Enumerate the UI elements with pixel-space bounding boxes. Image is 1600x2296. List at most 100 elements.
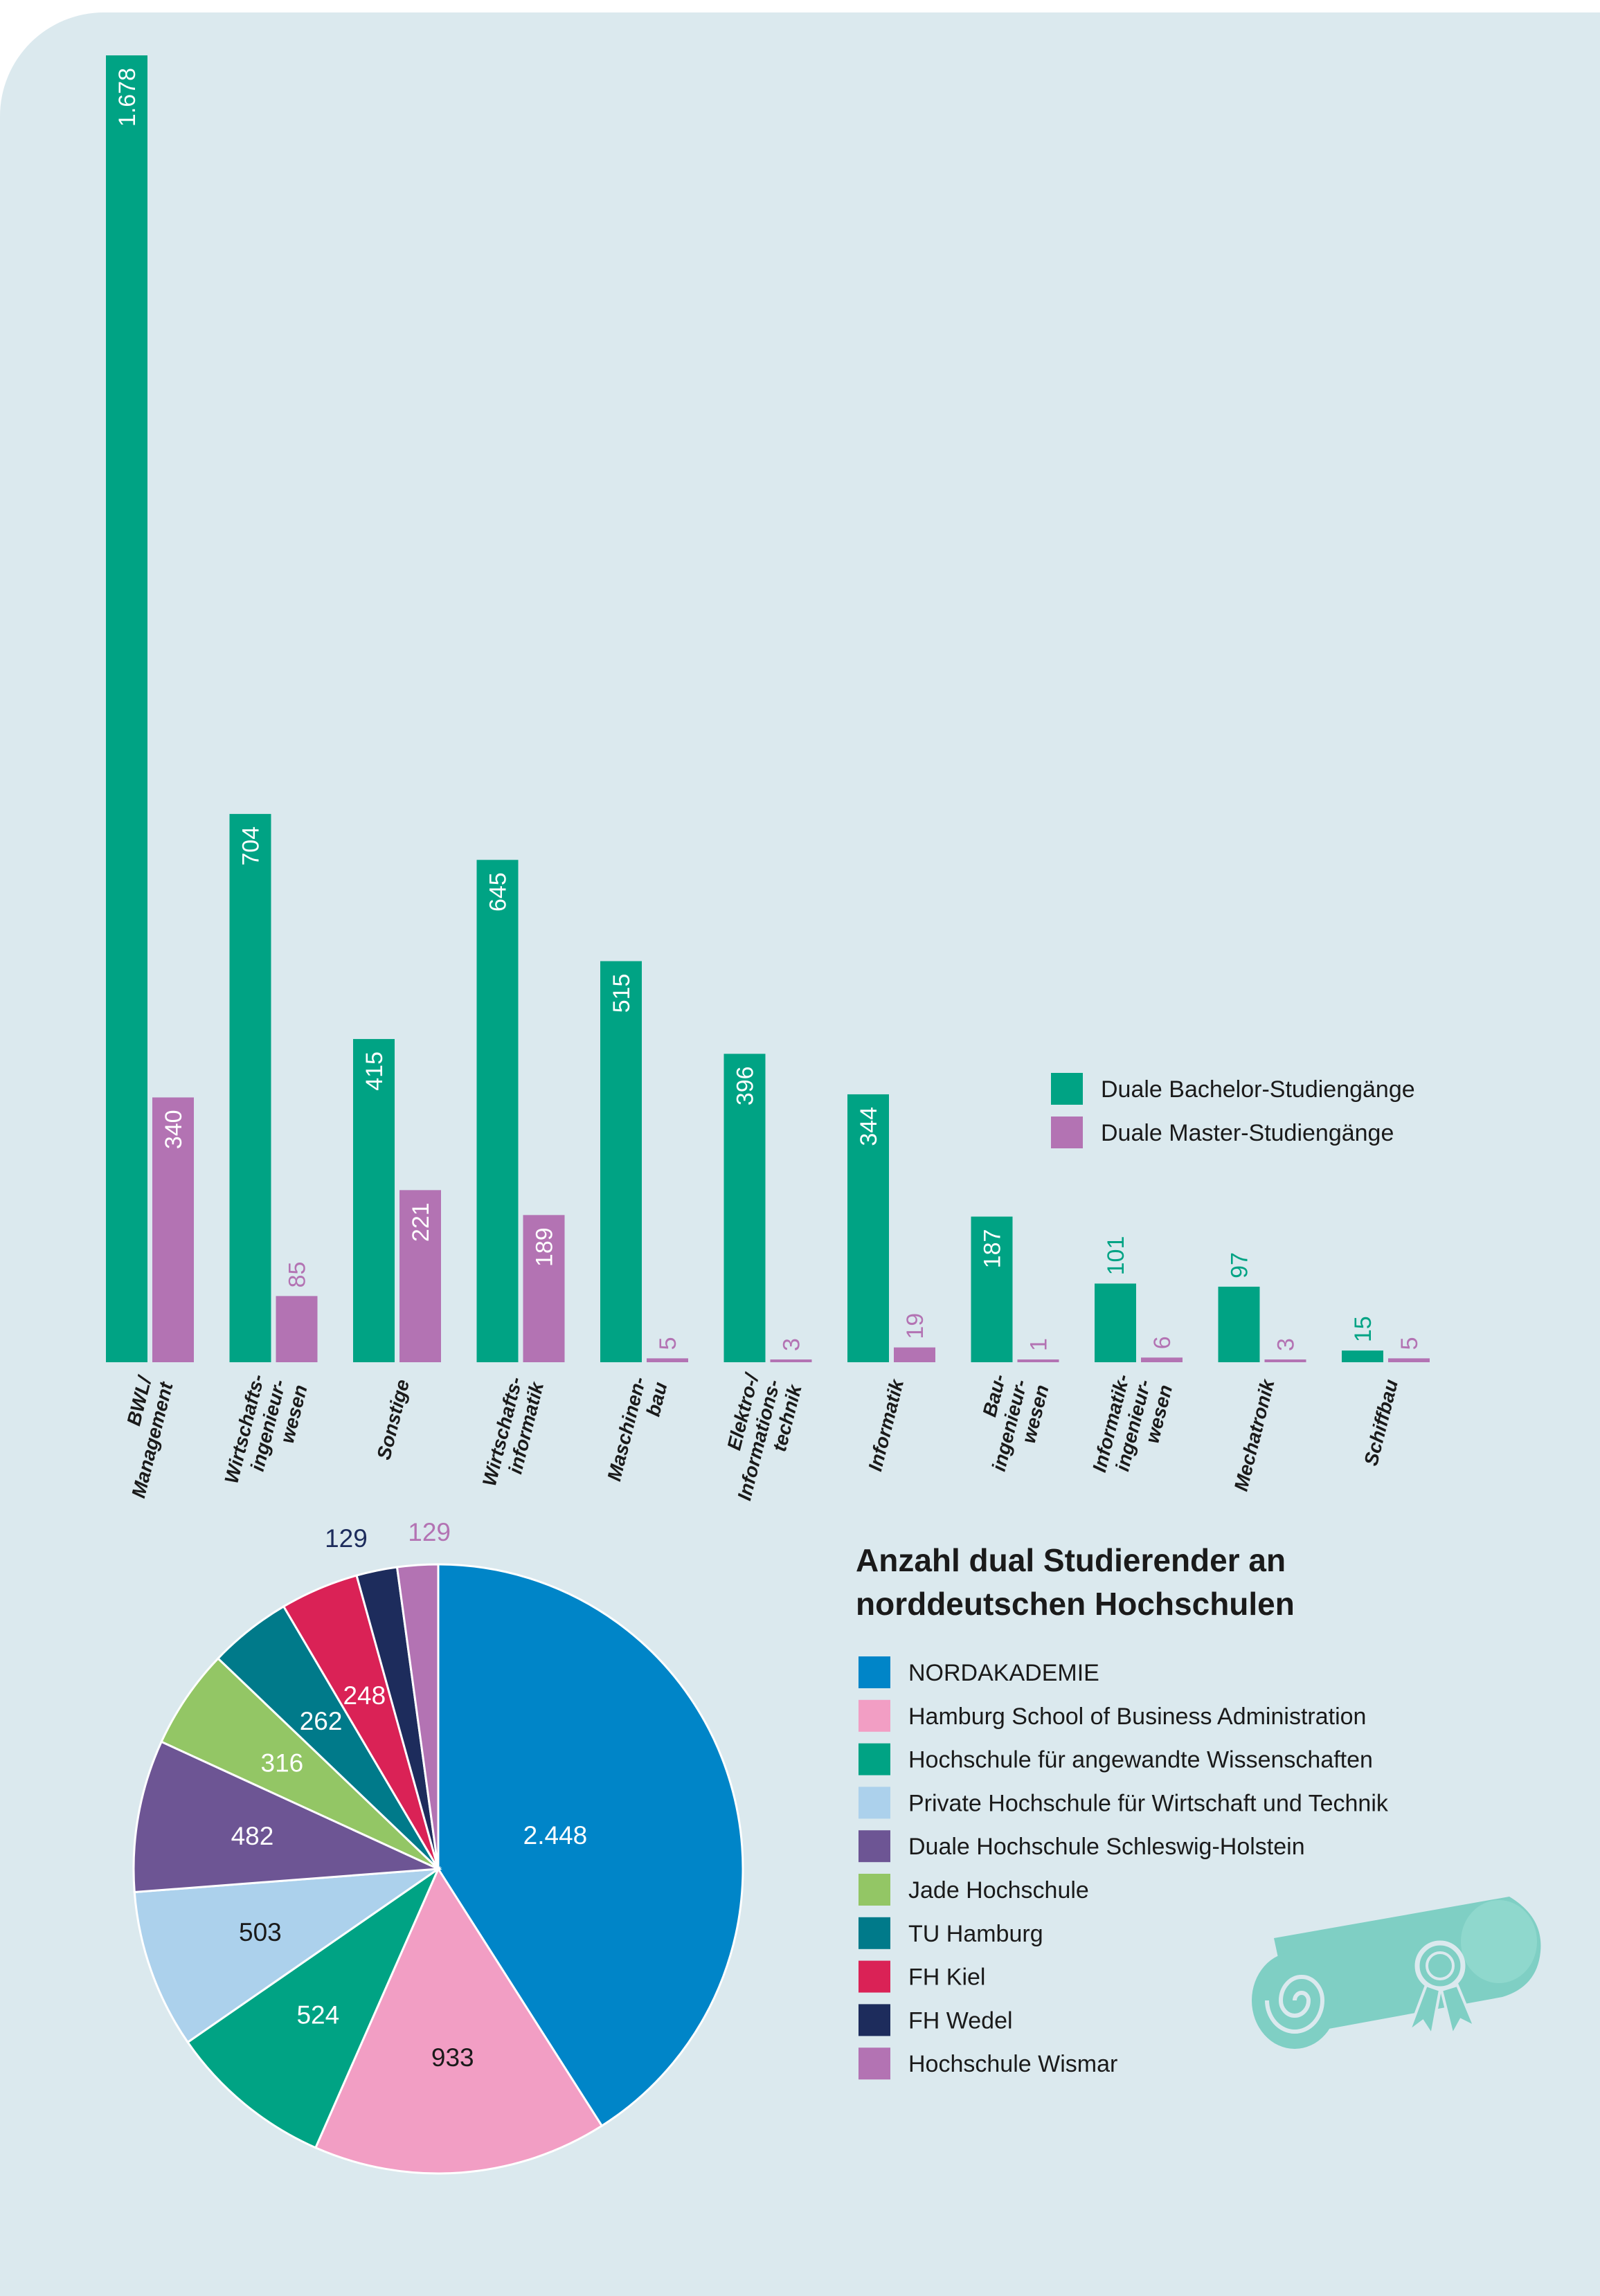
master-value-label-2: 221 (408, 1202, 434, 1242)
pie-legend-swatch-5 (859, 1874, 890, 1906)
pie-value-label-2: 524 (296, 2000, 339, 2029)
bachelor-bar-5 (723, 1054, 766, 1362)
master-value-label-9: 3 (1273, 1338, 1300, 1351)
pie-legend-swatch-0 (859, 1656, 890, 1688)
pie-slice-1 (314, 1866, 604, 2175)
bachelor-value-label-0: 1.678 (114, 68, 141, 127)
pie-legend-label-1: Hamburg School of Business Administratio… (908, 1703, 1366, 1730)
bachelor-value-label-7: 187 (980, 1229, 1006, 1269)
pie-slice-5 (160, 1656, 440, 1870)
master-value-label-0: 340 (161, 1110, 187, 1149)
pie-value-label-4: 482 (231, 1822, 274, 1850)
master-value-label-1: 85 (285, 1262, 311, 1288)
category-label-line: Schiffbau (1360, 1377, 1402, 1468)
pie-legend-swatch-3 (859, 1787, 890, 1819)
pie-title-line-1: norddeutschen Hochschulen (856, 1586, 1295, 1622)
master-bar-7 (1017, 1359, 1059, 1362)
master-bar-9 (1264, 1359, 1306, 1362)
master-value-label-5: 3 (779, 1338, 805, 1351)
category-label-7: Bau-ingenieur-wesen (967, 1372, 1053, 1479)
category-label-6: Informatik (864, 1376, 908, 1473)
bachelor-bar-9 (1218, 1286, 1260, 1362)
category-label-4: Maschinen-bau (603, 1375, 671, 1489)
pie-legend-label-6: TU Hamburg (908, 1921, 1043, 1947)
pie-chart-title: Anzahl dual Studierender an norddeutschen… (856, 1542, 1295, 1622)
category-label-5: Elektro-/Informations-technik (712, 1370, 806, 1508)
pie-value-label-3: 503 (239, 1918, 282, 1946)
pie-value-label-1: 933 (431, 2043, 474, 2072)
pie-slice-2 (186, 1865, 441, 2149)
pie-title-line-0: Anzahl dual Studierender an (856, 1542, 1286, 1578)
category-label-line: Informatik (864, 1376, 908, 1473)
pie-slice-9 (395, 1563, 440, 1870)
bachelor-bar-1 (229, 813, 271, 1362)
pie-value-label-6: 262 (300, 1707, 343, 1735)
master-bar-0 (152, 1097, 194, 1362)
category-label-8: Informatik-ingenieur-wesen (1088, 1372, 1176, 1485)
category-label-line: Maschinen- (603, 1375, 649, 1483)
category-label-line: Sonstige (372, 1377, 413, 1462)
pie-legend-label-5: Jade Hochschule (908, 1877, 1089, 1904)
master-bar-5 (770, 1359, 812, 1362)
category-label-10: Schiffbau (1360, 1377, 1402, 1468)
master-bar-4 (647, 1358, 688, 1362)
master-bar-3 (523, 1215, 565, 1362)
bachelor-value-label-8: 101 (1103, 1236, 1129, 1276)
master-value-label-7: 1 (1026, 1338, 1052, 1351)
pie-slice-4 (132, 1740, 442, 1894)
pie-value-label-5: 316 (261, 1749, 304, 1778)
pie-slice-0 (437, 1563, 744, 2128)
pie-legend-label-0: NORDAKADEMIE (908, 1660, 1099, 1686)
pie-legend-label-8: FH Wedel (908, 2007, 1013, 2034)
pie-legend-swatch-1 (859, 1699, 890, 1732)
bachelor-bar-3 (476, 860, 519, 1362)
bachelor-bar-6 (847, 1094, 889, 1362)
legend-label-bachelor: Duale Bachelor-Studiengänge (1101, 1076, 1415, 1103)
pie-legend-label-9: Hochschule Wismar (908, 2051, 1117, 2077)
master-value-label-4: 5 (655, 1337, 681, 1350)
bachelor-value-label-5: 396 (732, 1066, 759, 1105)
pie-legend-label-7: FH Kiel (908, 1964, 985, 1991)
pie-legend-label-4: Duale Hochschule Schleswig-Holstein (908, 1834, 1305, 1860)
bachelor-bar-8 (1095, 1283, 1136, 1362)
bachelor-bar-4 (600, 961, 642, 1362)
bachelor-bar-10 (1342, 1350, 1383, 1362)
bachelor-value-label-1: 704 (238, 826, 264, 866)
pie-legend-swatch-4 (859, 1830, 890, 1863)
bachelor-value-label-9: 97 (1227, 1252, 1253, 1278)
bachelor-bar-0 (106, 55, 147, 1362)
category-label-line: Mechatronik (1230, 1376, 1279, 1493)
category-label-1: Wirtschafts-ingenieur-wesen (220, 1372, 311, 1497)
legend-swatch-master (1051, 1117, 1083, 1148)
bachelor-value-label-2: 415 (361, 1051, 388, 1091)
master-value-label-6: 19 (902, 1313, 928, 1339)
pie-value-label-7: 248 (343, 1681, 386, 1710)
bachelor-bar-2 (353, 1039, 395, 1362)
legend-swatch-bachelor (1051, 1073, 1083, 1105)
bar-chart: 1.678 340 BWL/Management 704 85 Wirtschafts-i… (106, 55, 1430, 1508)
master-value-label-10: 5 (1396, 1337, 1423, 1350)
category-label-9: Mechatronik (1230, 1376, 1279, 1493)
pie-value-label-9: 129 (408, 1518, 451, 1546)
legend-label-master: Duale Master-Studiengänge (1101, 1120, 1394, 1146)
bachelor-value-label-10: 15 (1350, 1316, 1376, 1342)
bachelor-value-label-4: 515 (609, 974, 635, 1013)
pie-legend-swatch-8 (859, 2004, 890, 2036)
pie-legend-swatch-9 (859, 2048, 890, 2080)
master-bar-6 (894, 1347, 935, 1362)
diploma-scroll-icon (1252, 1897, 1541, 2049)
master-bar-2 (399, 1190, 441, 1362)
bachelor-value-label-3: 645 (485, 872, 512, 912)
master-bar-10 (1388, 1358, 1430, 1362)
pie-legend-swatch-2 (859, 1743, 890, 1775)
category-label-2: Sonstige (372, 1377, 413, 1462)
bar-chart-legend: Duale Bachelor-Studiengänge Duale Master-… (1051, 1073, 1415, 1148)
pie-legend-swatch-7 (859, 1960, 890, 1993)
master-bar-1 (276, 1296, 318, 1362)
pie-legend-label-3: Private Hochschule für Wirtschaft und Te… (908, 1790, 1389, 1816)
master-value-label-3: 189 (532, 1227, 558, 1267)
category-label-0: BWL/Management (106, 1373, 177, 1500)
master-value-label-8: 6 (1149, 1336, 1176, 1349)
